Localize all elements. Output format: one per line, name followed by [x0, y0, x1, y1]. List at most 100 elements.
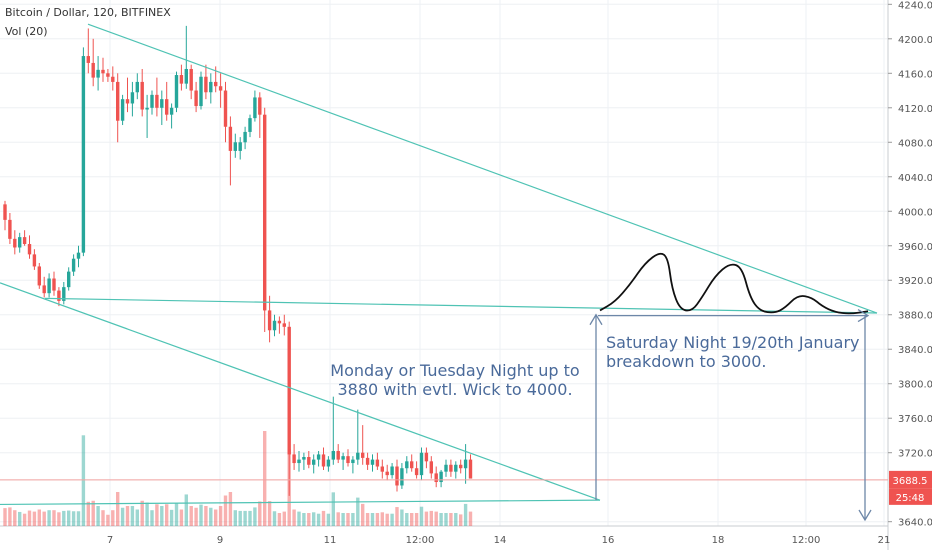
- candle-body: [47, 278, 51, 294]
- trendline-lower: [0, 282, 601, 501]
- volume-bar: [267, 501, 272, 526]
- candle-body: [395, 466, 399, 486]
- volume-bar: [194, 507, 198, 526]
- candle-body: [71, 258, 76, 272]
- candle-body: [444, 464, 448, 472]
- y-tick-label: 3960.0: [898, 242, 932, 253]
- volume-bar: [390, 513, 394, 526]
- candle-body: [228, 126, 233, 151]
- y-tick-label: 4120.0: [898, 104, 932, 115]
- volume-bar: [174, 503, 179, 526]
- volume-bar: [96, 506, 100, 526]
- candle-body: [174, 75, 179, 108]
- volume-bar: [71, 511, 76, 526]
- volume-bar: [297, 511, 301, 526]
- volume-bar: [356, 497, 360, 526]
- candle-body: [312, 459, 316, 465]
- volume-bar: [277, 513, 282, 526]
- volume-bar: [400, 509, 404, 526]
- countdown-tag: [889, 488, 932, 505]
- arrow-right-head: [857, 309, 870, 323]
- candle-body: [184, 68, 188, 84]
- candle-body: [336, 450, 340, 460]
- x-tick-label: 11: [324, 535, 337, 546]
- candle-body: [111, 76, 115, 82]
- volume-bar: [140, 500, 144, 526]
- candle-body: [356, 452, 360, 460]
- candle-body: [91, 62, 95, 78]
- x-tick-label: 12:00: [792, 535, 821, 546]
- volume-bar: [179, 509, 184, 526]
- volume-bar: [424, 511, 429, 526]
- volume-bar: [81, 435, 86, 526]
- volume-bar: [209, 507, 213, 526]
- candle-body: [419, 452, 424, 476]
- volume-bar: [214, 509, 218, 526]
- y-tick-label: 4200.0: [898, 35, 932, 46]
- candle-body: [140, 81, 144, 110]
- projection-curve: [599, 252, 869, 315]
- volume-bar: [248, 510, 252, 526]
- volume-bar: [321, 510, 326, 526]
- candle-body: [263, 114, 267, 311]
- y-tick-label: 4160.0: [898, 69, 932, 80]
- candle-body: [414, 468, 419, 476]
- volume-bar: [150, 510, 154, 526]
- candle-body: [410, 461, 414, 469]
- volume-bar: [375, 513, 380, 526]
- candle-body: [96, 69, 100, 78]
- volume-bar: [42, 511, 46, 526]
- volume-bar: [463, 503, 468, 526]
- volume-bar: [130, 506, 135, 526]
- volume-bar: [346, 513, 350, 526]
- volume-bar: [184, 494, 188, 526]
- volume-bar: [410, 513, 414, 526]
- candle-body: [365, 457, 370, 465]
- volume-bar: [263, 431, 267, 526]
- volume-bar: [287, 449, 291, 526]
- volume-bar: [454, 513, 458, 526]
- candle-body: [3, 204, 7, 220]
- candle-body: [189, 68, 193, 91]
- candle-body: [400, 468, 404, 486]
- x-tick-label: 16: [602, 535, 615, 546]
- annotation-left: Monday or Tuesday Night up to 3880 with …: [322, 361, 588, 399]
- candle-body: [106, 73, 110, 77]
- volume-bar: [62, 510, 66, 526]
- x-tick-label: 18: [712, 535, 725, 546]
- candle-body: [233, 142, 237, 151]
- candle-body: [67, 271, 71, 288]
- volume-bar: [449, 513, 453, 526]
- volume-bar: [189, 506, 193, 526]
- y-tick-label: 3720.0: [898, 449, 932, 460]
- volume-bar: [414, 513, 419, 526]
- candle-body: [439, 471, 443, 483]
- candle-body: [361, 452, 365, 458]
- volume-bar: [160, 506, 164, 526]
- volume-bar: [272, 511, 277, 526]
- candle-body: [282, 323, 286, 327]
- volume-bar: [145, 502, 149, 526]
- volume-bar: [86, 501, 90, 526]
- candle-body: [18, 237, 22, 248]
- volume-bar: [468, 511, 473, 526]
- candle-body: [204, 76, 208, 93]
- candle-body: [145, 107, 149, 110]
- trendline-mid: [44, 297, 878, 314]
- candle-body: [248, 118, 252, 132]
- candle-body: [27, 244, 32, 255]
- volume-bar: [125, 506, 130, 526]
- y-tick-label: 3840.0: [898, 345, 932, 356]
- candle-body: [199, 76, 203, 107]
- volume-bar: [204, 506, 208, 526]
- volume-bar: [380, 512, 384, 526]
- candle-body: [267, 310, 272, 331]
- candle-body: [223, 90, 228, 127]
- trendline-upper: [87, 23, 878, 314]
- x-tick-label: 12:00: [406, 535, 435, 546]
- volume-bar: [361, 503, 365, 526]
- candle-body: [292, 454, 296, 464]
- volume-bar: [101, 510, 105, 526]
- x-tick-label: 21: [878, 535, 891, 546]
